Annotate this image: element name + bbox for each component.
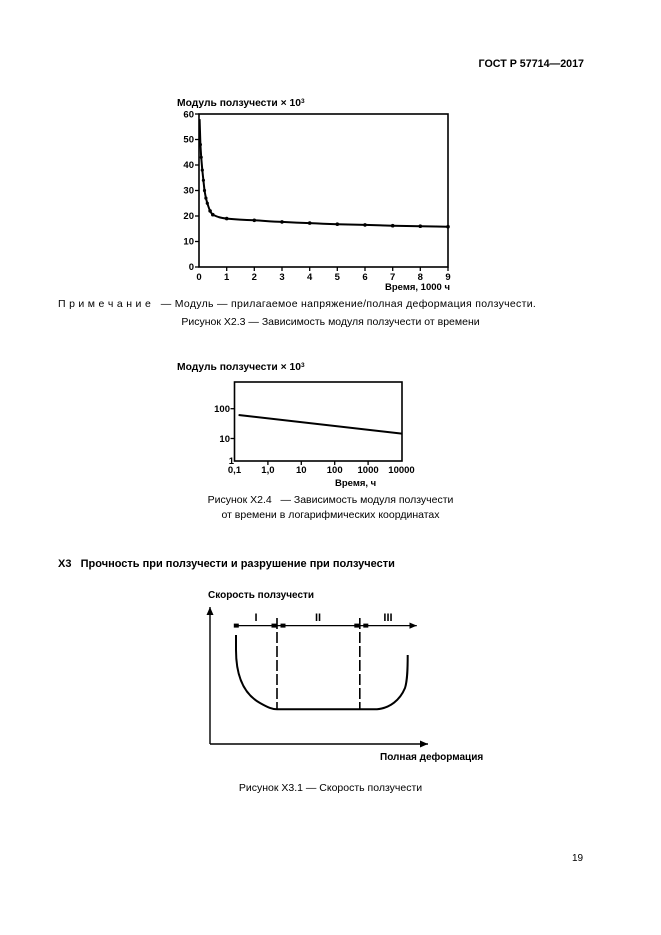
svg-text:Модуль ползучести × 103: Модуль ползучести × 103	[177, 362, 305, 373]
svg-text:0: 0	[196, 272, 201, 283]
svg-text:I: I	[254, 612, 257, 624]
svg-text:II: II	[315, 612, 321, 624]
svg-text:Время, 1000 ч: Время, 1000 ч	[385, 282, 450, 293]
svg-text:Полная деформация: Полная деформация	[380, 751, 483, 763]
svg-text:100: 100	[327, 465, 343, 476]
svg-text:0: 0	[189, 262, 194, 273]
svg-text:Модуль ползучести × 103: Модуль ползучести × 103	[177, 98, 305, 109]
svg-text:60: 60	[183, 110, 194, 121]
svg-text:3: 3	[279, 272, 284, 283]
svg-text:Скорость ползучести: Скорость ползучести	[208, 590, 314, 601]
svg-text:0,1: 0,1	[228, 465, 242, 476]
svg-text:40: 40	[183, 160, 194, 171]
svg-text:10000: 10000	[388, 465, 414, 476]
svg-text:100: 100	[214, 404, 230, 415]
svg-text:20: 20	[183, 211, 194, 222]
svg-text:10: 10	[183, 237, 194, 248]
svg-text:50: 50	[183, 135, 194, 146]
svg-text:4: 4	[307, 272, 313, 283]
svg-text:6: 6	[362, 272, 367, 283]
svg-text:1,0: 1,0	[261, 465, 274, 476]
svg-text:III: III	[383, 612, 392, 624]
svg-text:2: 2	[252, 272, 257, 283]
svg-text:Время, ч: Время, ч	[335, 478, 376, 489]
svg-text:10: 10	[296, 465, 307, 476]
svg-text:1000: 1000	[358, 465, 379, 476]
svg-text:10: 10	[219, 434, 230, 445]
svg-text:30: 30	[183, 186, 194, 197]
svg-text:5: 5	[335, 272, 341, 283]
svg-text:1: 1	[224, 272, 230, 283]
